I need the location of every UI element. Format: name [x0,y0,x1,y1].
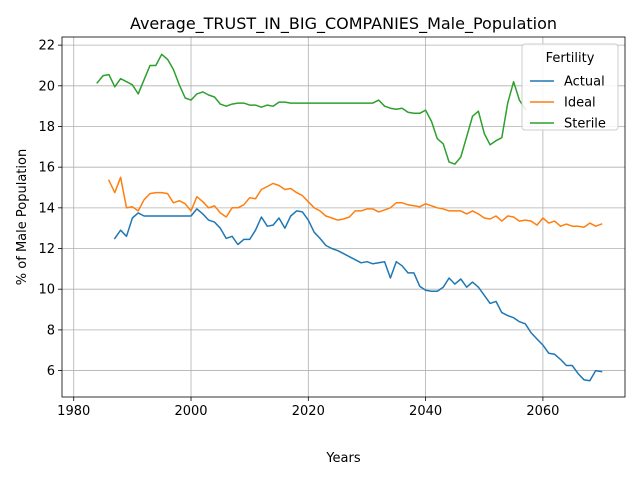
legend-title: Fertility [546,51,595,66]
series-line-ideal [107,176,603,228]
y-tick-label: 6 [47,364,55,379]
x-tick-label: 2040 [409,404,442,419]
grid [62,37,625,397]
y-tick-label: 20 [38,79,55,94]
y-axis-ticks: 6 8 10 12 14 16 18 20 22 [38,39,62,379]
x-axis-ticks: 1980 2000 2020 2040 2060 [57,397,559,419]
series-line-actual [113,208,603,382]
series-lines [96,53,603,382]
chart-title: Average_TRUST_IN_BIG_COMPANIES_Male_Popu… [130,14,557,34]
legend-box [521,43,619,131]
x-tick-label: 1980 [57,404,90,419]
x-tick-label: 2000 [174,404,207,419]
y-axis-label: % of Male Population [15,149,30,285]
plot-frame [61,36,626,398]
y-tick-label: 22 [38,39,55,54]
legend-label-ideal: Ideal [564,96,596,111]
legend-items: Actual Ideal Sterile [530,75,606,132]
legend: Fertility Actual Ideal Sterile [521,43,619,132]
y-tick-label: 16 [38,161,55,176]
y-tick-label: 10 [38,283,55,298]
y-tick-label: 18 [38,120,55,135]
x-tick-label: 2020 [292,404,325,419]
series-line-sterile [96,53,527,165]
y-tick-label: 12 [38,242,55,257]
x-tick-label: 2060 [526,404,559,419]
legend-label-sterile: Sterile [564,117,606,132]
y-tick-label: 8 [47,323,55,338]
x-axis-label: Years [325,451,361,466]
y-tick-label: 14 [38,201,55,216]
legend-label-actual: Actual [564,75,605,90]
